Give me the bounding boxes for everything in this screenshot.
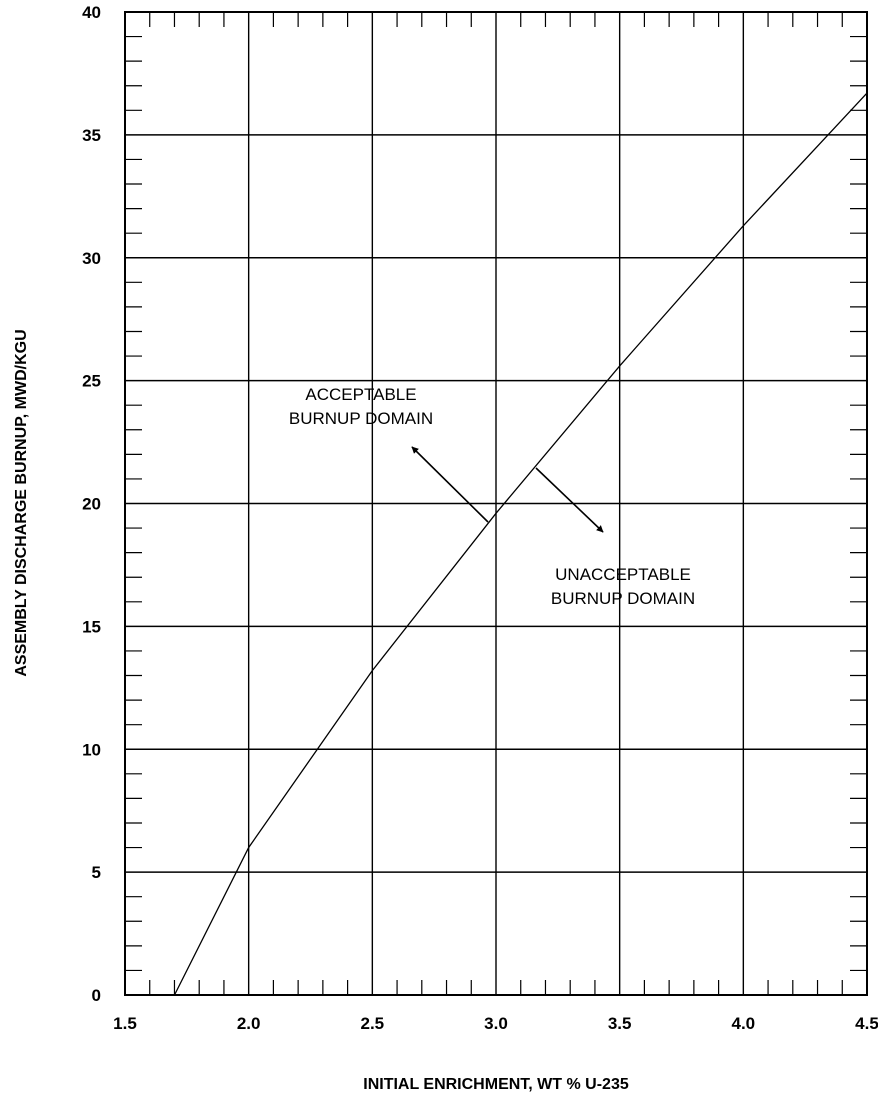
unacceptable-arrow [535, 467, 604, 533]
y-tick-label: 5 [92, 863, 101, 882]
unacceptable-annotation: UNACCEPTABLE BURNUP DOMAIN [535, 467, 695, 608]
x-tick-label: 1.5 [113, 1014, 137, 1033]
y-tick-labels: 0 5 10 15 20 25 30 35 40 [82, 3, 101, 1005]
y-tick-label: 25 [82, 372, 101, 391]
series-point [371, 670, 373, 672]
y-tick-label: 10 [82, 740, 101, 759]
x-tick-label: 3.0 [484, 1014, 508, 1033]
y-axis-title: ASSEMBLY DISCHARGE BURNUP, MWD/KGU [13, 329, 30, 676]
series-point [619, 365, 621, 367]
acceptable-label-line-1: ACCEPTABLE [305, 385, 416, 404]
acceptable-annotation: ACCEPTABLE BURNUP DOMAIN [289, 385, 489, 523]
series-line [173, 92, 868, 996]
plot-frame [124, 11, 868, 996]
y-tick-label: 20 [82, 495, 101, 514]
series [173, 92, 868, 996]
x-tick-label: 4.5 [855, 1014, 878, 1033]
unacceptable-label-line-2: BURNUP DOMAIN [551, 589, 695, 608]
series-point [174, 994, 175, 996]
y-tick-label: 0 [92, 986, 101, 1005]
series-point [866, 92, 868, 94]
x-tick-labels: 1.5 2.0 2.5 3.0 3.5 4.0 4.5 [113, 1014, 878, 1033]
x-tick-label: 3.5 [608, 1014, 632, 1033]
x-tick-label: 2.0 [237, 1014, 261, 1033]
unacceptable-label-line-1: UNACCEPTABLE [555, 565, 691, 584]
series-point [495, 512, 497, 514]
y-tick-label: 15 [82, 617, 101, 636]
acceptable-label-line-2: BURNUP DOMAIN [289, 409, 433, 428]
minor-ticks [125, 12, 867, 995]
y-tick-label: 35 [82, 126, 101, 145]
grid [125, 12, 867, 995]
y-tick-label: 30 [82, 249, 101, 268]
acceptable-arrow [411, 446, 489, 523]
y-tick-label: 40 [82, 3, 101, 22]
x-tick-label: 4.0 [732, 1014, 756, 1033]
x-axis-title: INITIAL ENRICHMENT, WT % U-235 [363, 1076, 629, 1093]
series-point [742, 225, 744, 227]
series-point [248, 847, 250, 848]
x-tick-label: 2.5 [361, 1014, 385, 1033]
